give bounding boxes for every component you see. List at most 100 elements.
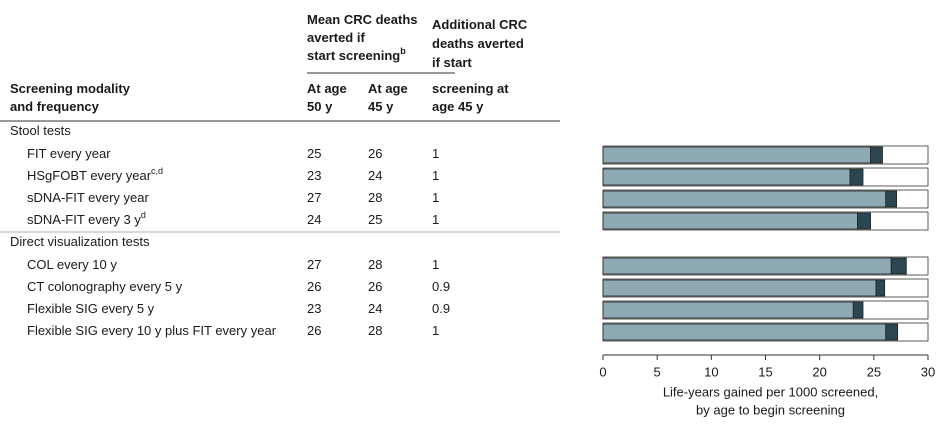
cell-text: 1: [432, 168, 439, 183]
x-tick-label: 15: [758, 364, 772, 379]
header: Screening modality: [10, 81, 131, 96]
x-tick-label: 30: [921, 364, 935, 379]
cell-text: 1: [432, 257, 439, 272]
cell: 1: [432, 190, 439, 205]
superscript: b: [400, 46, 406, 56]
cell: 26: [368, 279, 382, 294]
row-label-text: FIT every year: [27, 146, 111, 161]
header-text: At age: [307, 81, 347, 96]
header-text: Mean CRC deaths: [307, 12, 418, 27]
header-text: and frequency: [10, 99, 100, 114]
cell-text: 23: [307, 168, 321, 183]
cell: 24: [368, 168, 382, 183]
cell-text: 26: [368, 146, 382, 161]
bar-segment: [849, 168, 864, 186]
row-label-text: Flexible SIG every 10 y plus FIT every y…: [27, 323, 277, 338]
bar-segment: [602, 212, 858, 230]
group-label: Direct visualization tests: [10, 234, 150, 249]
header: age 45 y: [432, 99, 484, 114]
cell: 26: [307, 323, 321, 338]
header-text: screening at: [432, 81, 509, 96]
row-label-text: CT colonography every 5 y: [27, 279, 183, 294]
cell-text: 24: [368, 168, 382, 183]
row-label: COL every 10 y: [27, 257, 117, 272]
bar-segment: [602, 168, 851, 186]
x-tick-label: 0: [599, 364, 606, 379]
cell-text: 1: [432, 212, 439, 227]
group-label: Stool tests: [10, 123, 71, 138]
cell-text: 1: [432, 323, 439, 338]
row-label-text: Flexible SIG every 5 y: [27, 301, 155, 316]
row-label: Flexible SIG every 5 y: [27, 301, 155, 316]
row-label: sDNA-FIT every 3 yd: [27, 210, 146, 227]
row-label-text: sDNA-FIT every 3 y: [27, 212, 141, 227]
header: averted if: [307, 30, 365, 45]
header-text: At age: [368, 81, 408, 96]
header: At age: [307, 81, 347, 96]
x-axis-label: Life-years gained per 1000 screened,: [663, 384, 878, 399]
cell-text: 25: [307, 146, 321, 161]
bar-segment: [602, 146, 871, 164]
header-text: Screening modality: [10, 81, 131, 96]
bar-segment: [890, 257, 907, 275]
cell-text: 28: [368, 323, 382, 338]
cell: 1: [432, 212, 439, 227]
header-text: Additional CRC: [432, 17, 528, 32]
cell: 28: [368, 323, 382, 338]
header-text: if start: [432, 55, 472, 70]
row-label: CT colonography every 5 y: [27, 279, 183, 294]
row-label-text: HSgFOBT every year: [27, 168, 152, 183]
cell-text: 23: [307, 301, 321, 316]
cell-text: 0.9: [432, 301, 450, 316]
cell: 26: [307, 279, 321, 294]
cell: 28: [368, 257, 382, 272]
cell: 24: [368, 301, 382, 316]
cell-text: 27: [307, 190, 321, 205]
bar-segment: [852, 301, 864, 319]
bar-segment: [602, 279, 877, 297]
bar-segment: [602, 190, 887, 208]
header-text: start screening: [307, 48, 400, 63]
row-label: Flexible SIG every 10 y plus FIT every y…: [27, 323, 277, 338]
cell-text: 26: [307, 279, 321, 294]
cell-text: 25: [368, 212, 382, 227]
header: At age: [368, 81, 408, 96]
x-axis-label: by age to begin screening: [696, 402, 845, 417]
cell: 1: [432, 257, 439, 272]
cell: 24: [307, 212, 321, 227]
cell: 25: [368, 212, 382, 227]
cell-text: 1: [432, 190, 439, 205]
superscript: c,d: [151, 166, 163, 176]
bar-segment: [875, 279, 886, 297]
cell: 1: [432, 168, 439, 183]
header: if start: [432, 55, 472, 70]
row-label: HSgFOBT every yearc,d: [27, 166, 163, 183]
bar-segment: [857, 212, 871, 230]
x-tick-label: 5: [654, 364, 661, 379]
cell: 23: [307, 301, 321, 316]
cell-text: 27: [307, 257, 321, 272]
x-tick-label: 10: [704, 364, 718, 379]
cell: 1: [432, 323, 439, 338]
cell: 0.9: [432, 279, 450, 294]
x-tick-label: 20: [812, 364, 826, 379]
header-text: age 45 y: [432, 99, 484, 114]
header: deaths averted: [432, 36, 524, 51]
bar-segment: [885, 323, 899, 341]
bar-segment: [602, 323, 887, 341]
header: and frequency: [10, 99, 100, 114]
header-text: 50 y: [307, 99, 333, 114]
row-label: FIT every year: [27, 146, 111, 161]
header: 50 y: [307, 99, 333, 114]
cell-text: 28: [368, 257, 382, 272]
cell: 23: [307, 168, 321, 183]
header-text: averted if: [307, 30, 365, 45]
cell-text: 1: [432, 146, 439, 161]
cell-text: 0.9: [432, 279, 450, 294]
header: screening at: [432, 81, 509, 96]
header: Additional CRC: [432, 17, 528, 32]
cell-text: 26: [307, 323, 321, 338]
header: Mean CRC deaths: [307, 12, 418, 27]
cell: 28: [368, 190, 382, 205]
